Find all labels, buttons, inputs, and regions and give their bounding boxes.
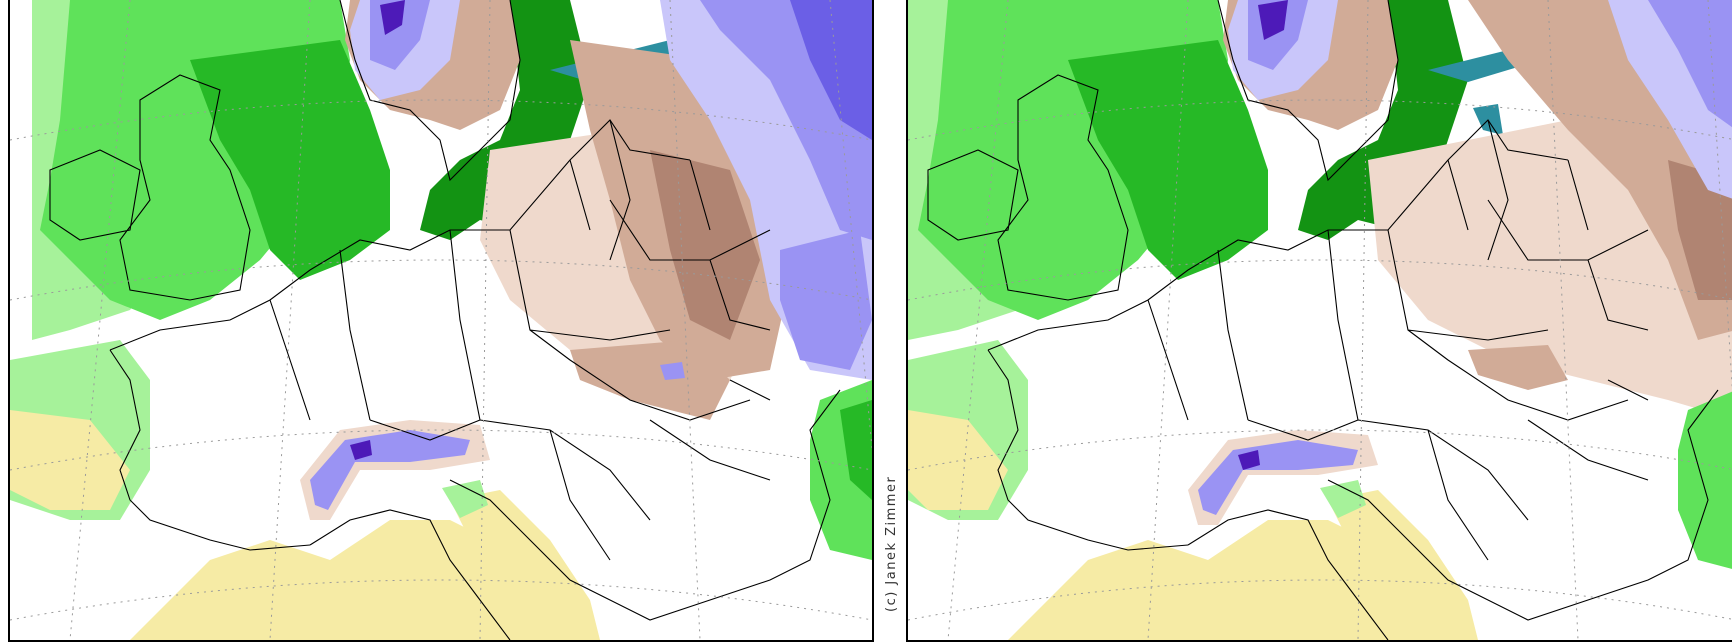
map-right <box>908 0 1732 640</box>
north-sea-dark-green-field <box>190 40 390 280</box>
british-isles-outline <box>927 74 1129 301</box>
country-borders-central <box>269 199 771 561</box>
black-sea-field <box>1678 391 1732 569</box>
map-panel-left <box>8 0 874 642</box>
adriatic-warm-field <box>450 490 600 640</box>
adriatic-warm-field <box>1328 490 1478 640</box>
italy-outline <box>1187 509 1389 640</box>
balkans-coast <box>1327 389 1719 621</box>
country-borders-east <box>1447 119 1649 401</box>
british-isles-outline <box>49 74 251 301</box>
alps-snow-field <box>310 430 470 510</box>
biscay-warm-field <box>908 410 1008 510</box>
norway-snow-core <box>1258 0 1288 40</box>
russia-snow-core <box>790 0 872 140</box>
north-adriatic-green <box>1320 480 1366 518</box>
carpathian-brown-patch <box>570 340 730 420</box>
scandinavia-outline <box>1217 0 1399 182</box>
mediterranean-warm-field <box>1008 520 1448 640</box>
copyright-credit: (c) Janek Zimmer <box>884 475 899 612</box>
country-borders-central <box>1147 199 1649 561</box>
north-sea-dark-green-field <box>1068 40 1268 280</box>
norway-snow-core <box>380 0 405 35</box>
alps-snow-core <box>1238 450 1260 470</box>
map-panel-right <box>906 0 1732 642</box>
biscay-warm-field <box>10 410 130 510</box>
alps-snow-core <box>350 440 372 460</box>
east-europe-dark-brown <box>1668 160 1732 300</box>
russia-snow-field <box>1648 0 1732 128</box>
mediterranean-warm-field <box>130 520 570 640</box>
ukraine-snow-patch <box>780 230 872 370</box>
country-borders-east <box>569 119 771 401</box>
east-europe-dark-brown <box>650 150 760 340</box>
balkans-coast <box>449 389 841 621</box>
iberia-france-coast <box>987 349 1189 551</box>
scandinavia-outline <box>339 0 521 182</box>
carpathian-brown-patch <box>1468 345 1568 390</box>
iberia-france-coast <box>109 349 311 551</box>
map-left <box>10 0 872 640</box>
carpathian-snow-spot <box>660 362 685 380</box>
italy-outline <box>309 509 511 640</box>
black-sea-dark-field <box>840 400 872 500</box>
north-adriatic-green <box>442 480 488 518</box>
alps-snow-field <box>1198 440 1358 515</box>
